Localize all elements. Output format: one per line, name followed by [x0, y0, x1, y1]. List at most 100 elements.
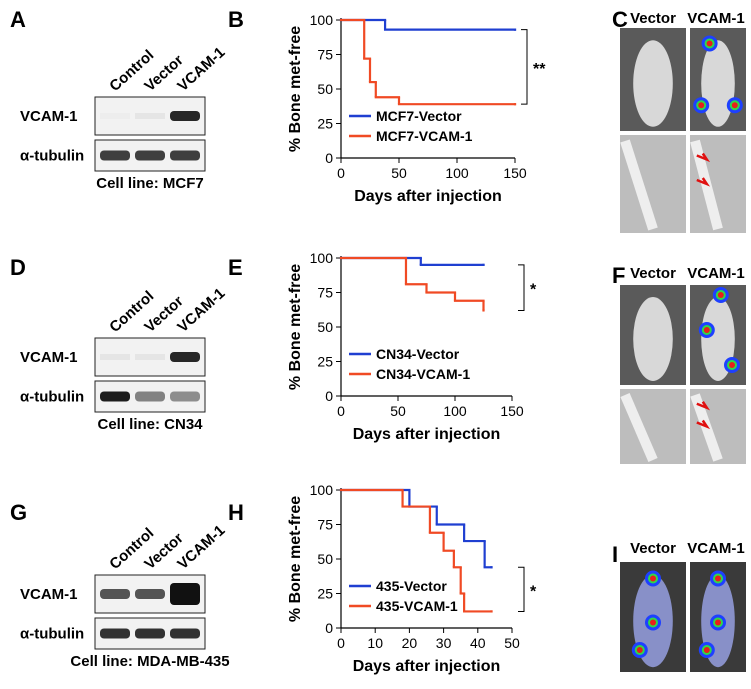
- panel-letter: G: [10, 500, 27, 525]
- x-axis-label: Days after injection: [353, 426, 501, 443]
- panel-letter: C: [612, 7, 628, 32]
- y-tick-label: 25: [317, 116, 333, 132]
- y-tick-label: 100: [310, 482, 334, 498]
- arrow: [696, 419, 711, 430]
- y-tick-label: 50: [317, 551, 333, 567]
- signal: [698, 102, 705, 109]
- x-tick-label: 10: [367, 635, 383, 651]
- signal: [715, 619, 721, 626]
- arrow: [696, 401, 711, 411]
- row-label: α-tubulin: [20, 389, 84, 406]
- significance-mark: *: [530, 583, 537, 600]
- blot-band: [100, 150, 130, 161]
- signal: [731, 102, 738, 109]
- blot-band: [100, 391, 130, 402]
- mouse-body: [633, 40, 673, 127]
- signal: [703, 327, 710, 333]
- signal: [636, 647, 643, 653]
- y-axis-label: % Bone met-free: [287, 26, 304, 152]
- signal: [706, 40, 713, 47]
- x-axis-label: Days after injection: [353, 658, 501, 675]
- image-label: VCAM-1: [687, 265, 745, 282]
- x-tick-label: 100: [445, 165, 469, 181]
- image-label: VCAM-1: [687, 10, 745, 27]
- arrow: [696, 152, 711, 163]
- x-tick-label: 100: [443, 403, 467, 419]
- x-tick-label: 0: [337, 165, 345, 181]
- legend-label: CN34-VCAM-1: [376, 366, 470, 382]
- bone: [620, 393, 658, 462]
- legend-label: 435-Vector: [376, 578, 447, 594]
- significance-bracket: [518, 264, 525, 311]
- blot-band: [100, 113, 130, 119]
- lane-label: VCAM-1: [174, 285, 228, 336]
- signal: [715, 575, 721, 582]
- y-tick-label: 25: [317, 586, 333, 602]
- legend-label: 435-VCAM-1: [376, 598, 458, 614]
- row-label: α-tubulin: [20, 148, 84, 165]
- blot-band: [135, 589, 165, 599]
- significance-mark: *: [530, 282, 537, 299]
- blot-band: [135, 150, 165, 161]
- y-tick-label: 100: [310, 12, 334, 28]
- signal: [717, 292, 724, 298]
- blot-band: [135, 354, 165, 360]
- row-label: α-tubulin: [20, 626, 84, 643]
- panel-letter: I: [612, 542, 618, 567]
- blot-band: [100, 354, 130, 360]
- x-tick-label: 50: [391, 165, 407, 181]
- image-label: Vector: [630, 265, 676, 282]
- x-tick-label: 0: [337, 635, 345, 651]
- bone: [620, 139, 658, 231]
- x-tick-label: 150: [500, 403, 524, 419]
- arrow: [696, 177, 711, 187]
- mouse-body: [701, 40, 735, 127]
- row-label: VCAM-1: [20, 349, 78, 366]
- blot-band: [170, 111, 200, 121]
- significance-mark: **: [533, 61, 546, 78]
- y-axis-label: % Bone met-free: [287, 496, 304, 622]
- y-tick-label: 50: [317, 319, 333, 335]
- blot-band: [170, 583, 200, 605]
- panel-letter: E: [228, 255, 243, 280]
- blot-band: [170, 391, 200, 402]
- mouse-body: [633, 297, 673, 381]
- blot-band: [135, 113, 165, 119]
- x-tick-label: 50: [504, 635, 520, 651]
- image-label: Vector: [630, 10, 676, 27]
- y-tick-label: 0: [325, 388, 333, 404]
- blot-caption: Cell line: MCF7: [96, 175, 204, 192]
- x-tick-label: 50: [390, 403, 406, 419]
- signal: [729, 362, 735, 368]
- panel-letter: A: [10, 7, 26, 32]
- y-tick-label: 25: [317, 354, 333, 370]
- signal: [650, 575, 656, 582]
- panel-letter: D: [10, 255, 26, 280]
- y-tick-label: 0: [325, 620, 333, 636]
- legend-label: CN34-Vector: [376, 346, 460, 362]
- blot-band: [135, 391, 165, 402]
- x-tick-label: 150: [503, 165, 527, 181]
- panel-letter: H: [228, 500, 244, 525]
- y-tick-label: 75: [317, 285, 333, 301]
- significance-bracket: [521, 29, 528, 105]
- legend-label: MCF7-Vector: [376, 108, 462, 124]
- blot-band: [170, 352, 200, 362]
- y-axis-label: % Bone met-free: [287, 264, 304, 390]
- image-label: Vector: [630, 540, 676, 557]
- lane-label: VCAM-1: [174, 44, 228, 95]
- image-label: VCAM-1: [687, 540, 745, 557]
- y-tick-label: 50: [317, 81, 333, 97]
- y-tick-label: 75: [317, 517, 333, 533]
- x-tick-label: 0: [337, 403, 345, 419]
- blot-band: [170, 150, 200, 161]
- row-label: VCAM-1: [20, 108, 78, 125]
- blot-band: [100, 628, 130, 639]
- row-label: VCAM-1: [20, 586, 78, 603]
- y-tick-label: 75: [317, 47, 333, 63]
- x-tick-label: 40: [470, 635, 486, 651]
- blot-caption: Cell line: CN34: [97, 416, 203, 433]
- panel-letter: B: [228, 7, 244, 32]
- x-tick-label: 20: [402, 635, 418, 651]
